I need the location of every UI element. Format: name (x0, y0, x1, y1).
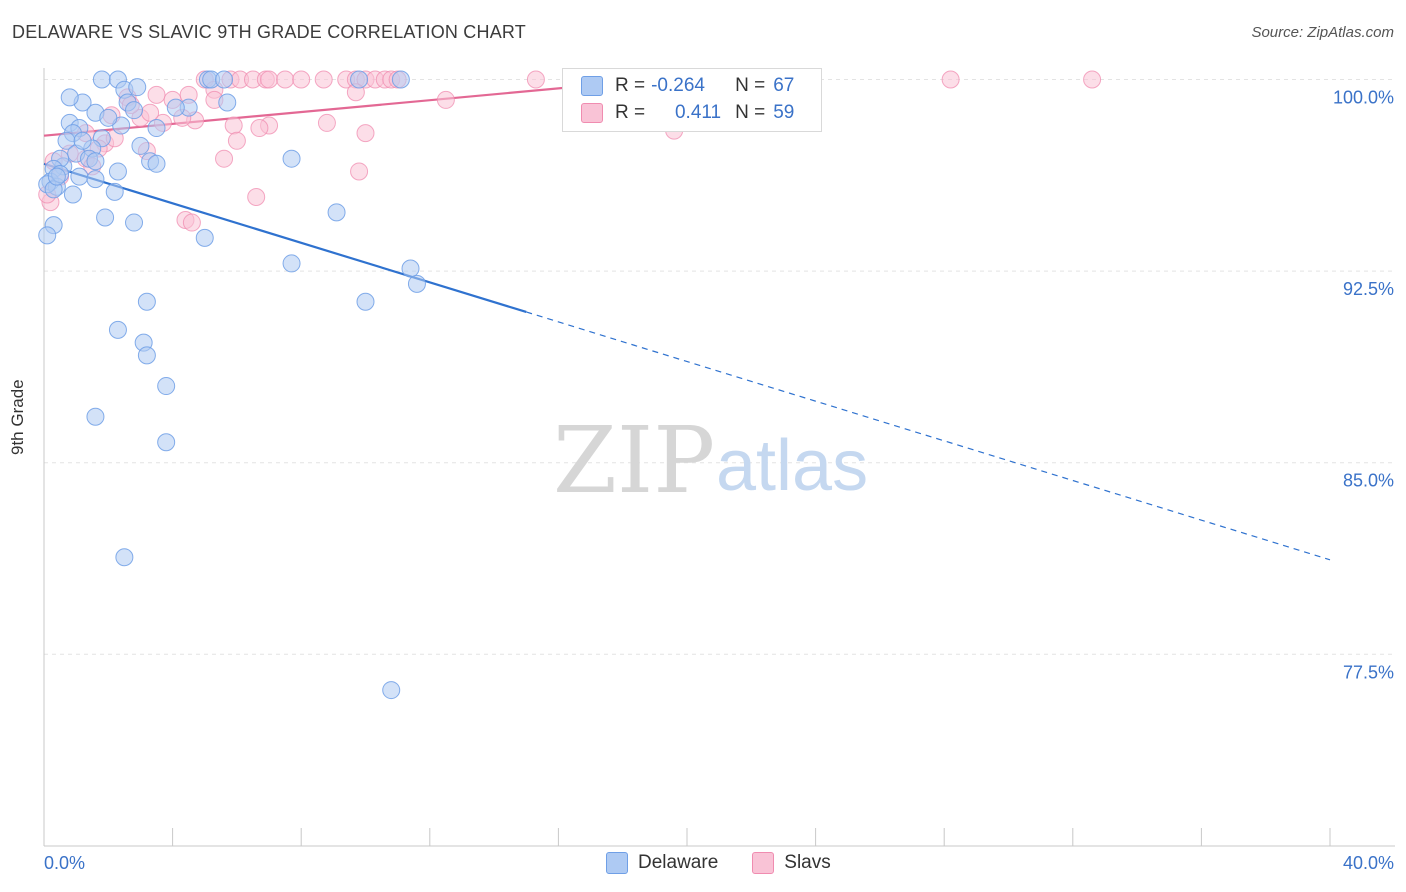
delaware-point (73, 131, 92, 150)
slavs-trend-line (43, 78, 655, 137)
tick-labels: 100.0% 92.5% 85.0% 77.5% 0.0% 40.0% (44, 88, 1394, 874)
delaware-point (391, 70, 410, 89)
delaware-point (96, 208, 115, 227)
delaware-point (128, 78, 147, 97)
delaware-point (92, 70, 111, 89)
legend-row-slavs: R = 0.411 N = 59 (581, 101, 794, 125)
delaware-point (108, 162, 127, 181)
delaware-point (147, 119, 166, 138)
slavs-point (292, 70, 311, 89)
delaware-point (105, 182, 124, 201)
legend-n-value-delaware: 67 (773, 75, 795, 96)
chart-title: DELAWARE VS SLAVIC 9TH GRADE CORRELATION… (12, 22, 526, 42)
slavs-point (526, 70, 545, 89)
legend-item-delaware[interactable]: Delaware (606, 852, 718, 874)
slavs-point (356, 124, 375, 143)
legend-n-label: N = (735, 75, 766, 96)
delaware-point (131, 136, 150, 155)
delaware-point (215, 70, 234, 89)
x-tick-label: 40.0% (1343, 853, 1394, 873)
slavs-point (941, 70, 960, 89)
x-tick-label: 0.0% (44, 853, 85, 873)
legend-n-value-slavs: 59 (773, 102, 795, 123)
slavs-point (141, 103, 160, 122)
delaware-swatch (581, 76, 603, 96)
y-tick-label: 92.5% (1343, 279, 1394, 299)
delaware-point (137, 346, 156, 365)
delaware-point (70, 167, 89, 186)
slavs-point (350, 162, 369, 181)
slavs-legend-swatch (752, 852, 775, 874)
legend-r-value-delaware: -0.264 (651, 75, 705, 96)
delaware-point (218, 93, 237, 112)
y-tick-label: 77.5% (1343, 662, 1394, 682)
delaware-points (38, 70, 426, 700)
slavs-point (314, 70, 333, 89)
slavs-point (317, 113, 336, 132)
slavs-point (436, 90, 455, 109)
slavs-point (276, 70, 295, 89)
delaware-point (282, 149, 301, 168)
delaware-trend-extension (526, 311, 1331, 561)
slavs-point (147, 85, 166, 104)
delaware-point (86, 170, 105, 189)
delaware-point (157, 433, 176, 452)
slavs-point (227, 131, 246, 150)
y-axis-label: 9th Grade (8, 379, 27, 455)
delaware-point (38, 226, 57, 245)
slavs-point (182, 213, 201, 232)
delaware-point (147, 154, 166, 173)
slavs-point (224, 116, 243, 135)
delaware-point (86, 152, 105, 171)
legend-r-label: R = (615, 75, 646, 96)
trend-lines (43, 78, 1331, 561)
legend-row-delaware: R = -0.264 N = 67 (581, 74, 794, 98)
slavs-point (250, 119, 269, 138)
delaware-point (157, 377, 176, 396)
legend-r-label: R = (615, 102, 646, 123)
delaware-point (63, 185, 82, 204)
delaware-point (86, 407, 105, 426)
delaware-point (137, 292, 156, 311)
y-tick-label: 100.0% (1333, 88, 1394, 108)
delaware-point (60, 88, 79, 107)
delaware-point (327, 203, 346, 222)
slavs-point (1083, 70, 1102, 89)
slavs-swatch (581, 103, 603, 123)
watermark-atlas: atlas (716, 426, 868, 506)
delaware-point (195, 228, 214, 247)
slavs-point (247, 188, 266, 207)
delaware-point (350, 70, 369, 89)
legend-item-slavs[interactable]: Slavs (752, 852, 831, 874)
delaware-point (125, 213, 144, 232)
watermark-zip: ZIP (553, 407, 715, 514)
delaware-trend-line (43, 162, 527, 314)
delaware-point (401, 259, 420, 278)
gridlines (44, 79, 1395, 655)
delaware-point (108, 320, 127, 339)
chart-source: Source: ZipAtlas.com (1251, 24, 1394, 41)
legend-label-slavs: Slavs (784, 852, 831, 873)
delaware-point (125, 101, 144, 120)
delaware-legend-swatch (606, 852, 628, 874)
legend-label-delaware: Delaware (638, 852, 719, 873)
delaware-point (115, 548, 134, 567)
correlation-legend: R = -0.264 N = 67 R = 0.411 N = 59 (562, 68, 822, 132)
delaware-point (99, 108, 118, 127)
delaware-point (47, 167, 66, 186)
delaware-point (382, 681, 401, 700)
delaware-point (282, 254, 301, 273)
legend-r-value-slavs: 0.411 (674, 102, 722, 123)
y-tick-label: 85.0% (1343, 471, 1394, 491)
slavs-point (260, 70, 279, 89)
watermark: ZIP atlas (553, 407, 868, 514)
slavs-point (215, 149, 234, 168)
delaware-point (166, 98, 185, 117)
legend-n-label: N = (735, 102, 766, 123)
delaware-point (407, 274, 426, 293)
delaware-point (356, 292, 375, 311)
series-legend: Delaware Slavs (606, 852, 865, 874)
